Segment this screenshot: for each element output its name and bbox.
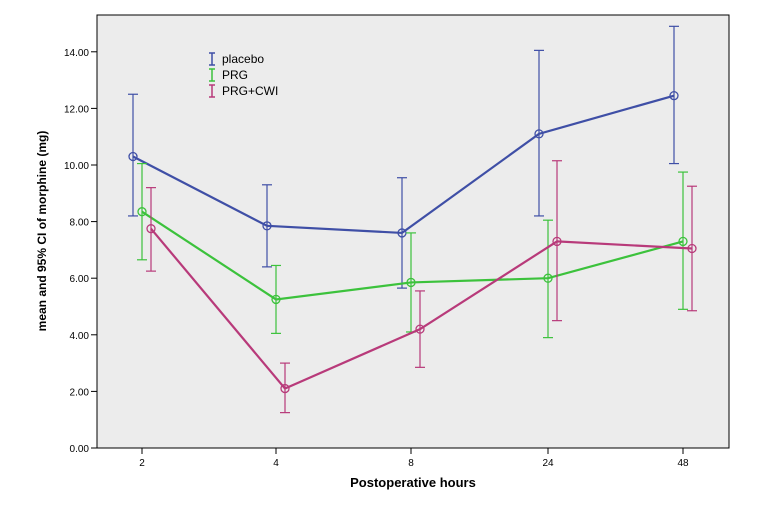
x-axis: 2 4 8 24 48	[139, 448, 689, 469]
x-tick-label: 4	[273, 458, 279, 469]
series-prg-cwi	[146, 160, 697, 414]
legend-item: PRG+CWI	[209, 84, 278, 98]
legend-label: PRG+CWI	[222, 84, 278, 98]
y-tick-label: 6.00	[70, 274, 90, 285]
legend-item: placebo	[209, 52, 264, 66]
data-point	[415, 324, 425, 334]
x-tick-label: 48	[677, 458, 689, 469]
legend-label: placebo	[222, 52, 264, 66]
data-point	[552, 236, 562, 247]
x-tick-label: 8	[408, 458, 414, 469]
y-axis: 0.00 2.00 4.00 6.00 8.00 10.00 12.00 14.00	[64, 48, 97, 455]
series-line	[141, 210, 684, 301]
data-point	[262, 221, 272, 231]
y-tick-label: 8.00	[70, 218, 90, 229]
x-axis-title: Postoperative hours	[350, 475, 476, 490]
series-layer	[128, 25, 697, 414]
data-point	[128, 151, 138, 162]
data-point	[534, 129, 544, 139]
x-tick-label: 2	[139, 458, 145, 469]
y-tick-label: 2.00	[70, 387, 90, 398]
series-line	[132, 94, 675, 235]
y-tick-label: 12.00	[64, 104, 89, 115]
legend: placebo PRG PRG+CWI	[209, 52, 278, 98]
data-point	[271, 294, 281, 305]
data-point	[137, 207, 147, 217]
data-point	[687, 243, 697, 254]
y-tick-label: 14.00	[64, 48, 89, 59]
plot-area	[96, 14, 730, 449]
data-point	[280, 383, 290, 394]
x-tick-label: 24	[542, 458, 554, 469]
y-tick-label: 4.00	[70, 331, 90, 342]
data-point	[543, 273, 553, 283]
y-axis-title: mean and 95% CI of morphine (mg)	[35, 131, 49, 332]
data-point	[406, 277, 416, 288]
series-prg	[137, 162, 688, 339]
y-tick-label: 0.00	[70, 444, 90, 455]
legend-item: PRG	[209, 68, 248, 82]
legend-label: PRG	[222, 68, 248, 82]
series-placebo	[128, 25, 679, 289]
data-point	[146, 224, 156, 234]
data-point	[669, 91, 679, 101]
series-line	[150, 227, 693, 390]
y-tick-label: 10.00	[64, 161, 89, 172]
data-point	[678, 236, 688, 247]
